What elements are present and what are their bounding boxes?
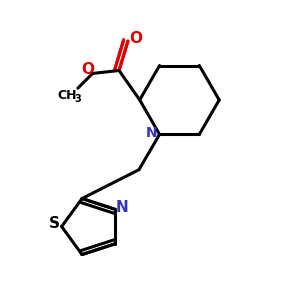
Text: CH: CH [58, 89, 77, 102]
Text: N: N [116, 200, 129, 215]
Text: O: O [129, 31, 142, 46]
Text: S: S [49, 216, 60, 231]
Text: N: N [146, 126, 157, 140]
Text: 3: 3 [74, 94, 81, 104]
Text: O: O [81, 61, 94, 76]
